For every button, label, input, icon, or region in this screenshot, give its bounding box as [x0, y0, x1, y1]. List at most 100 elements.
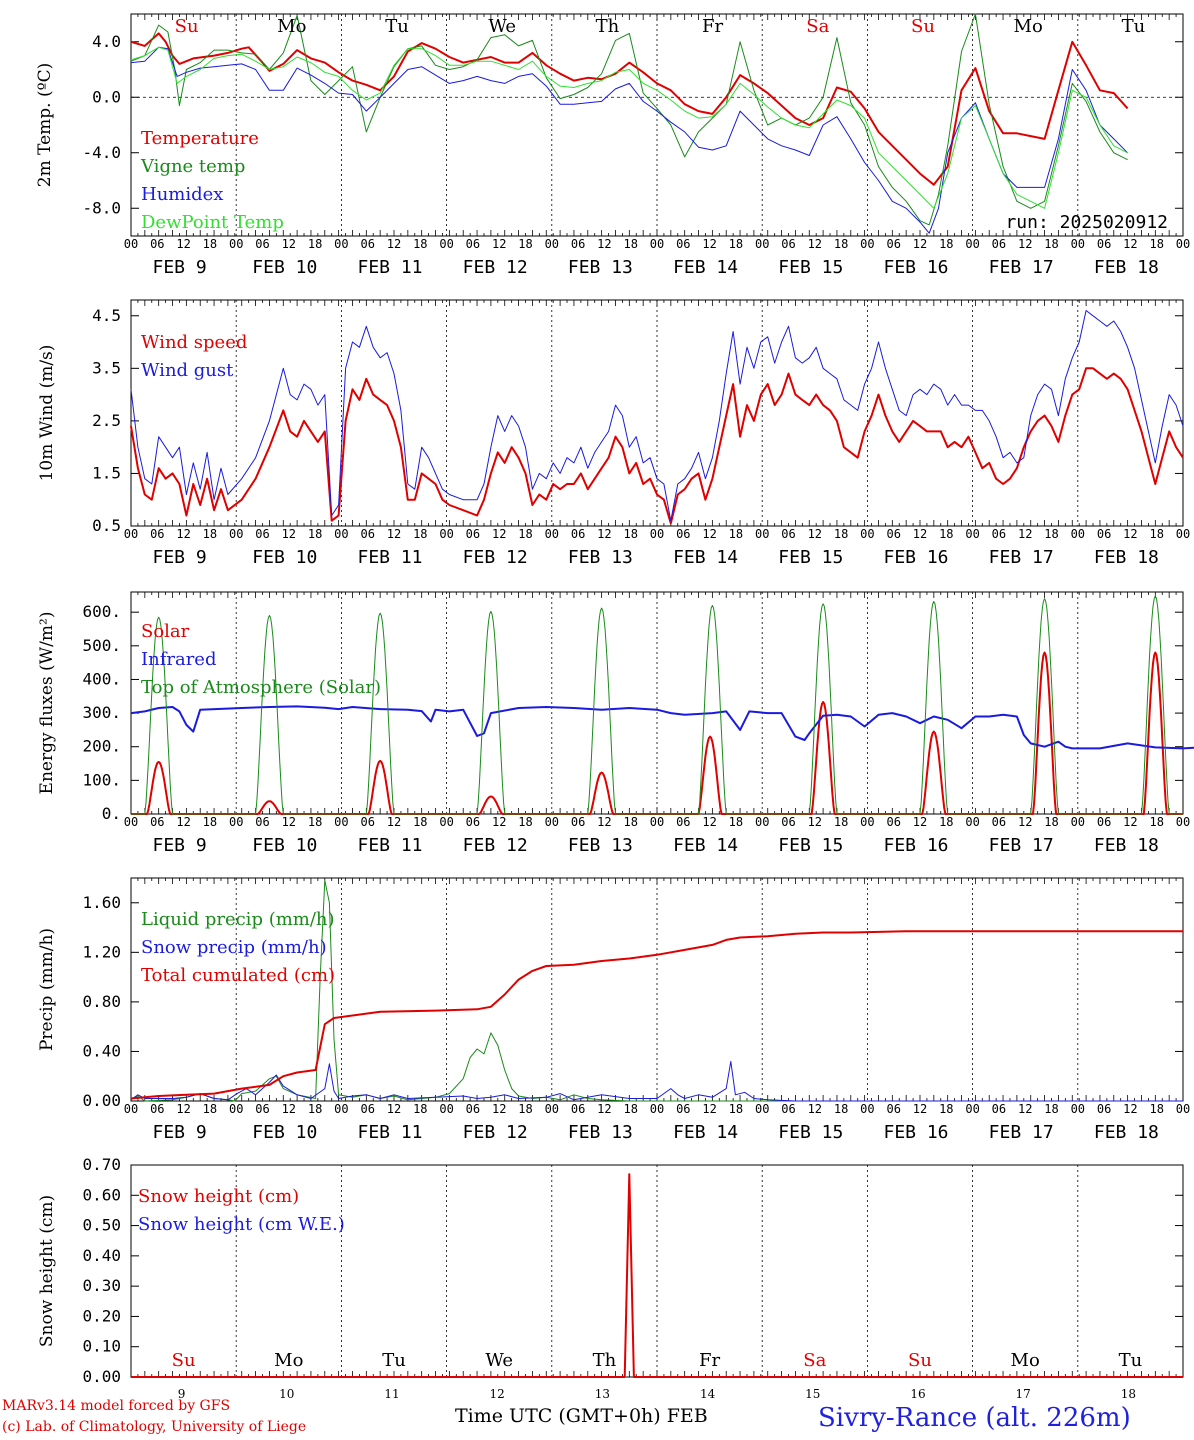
series-snow-precip-mm-h	[130, 1060, 1183, 1102]
date-label: FEB 18	[1094, 835, 1159, 856]
hour-tick-label: 06	[886, 1102, 900, 1116]
y-tick-label: 0.60	[82, 1185, 121, 1204]
hour-tick-label: 06	[1097, 237, 1111, 251]
day-number: 14	[700, 1387, 716, 1401]
y-tick-label: 0.50	[82, 1216, 121, 1235]
hour-tick-label: 00	[439, 815, 453, 829]
hour-tick-label: 18	[308, 1102, 322, 1116]
date-label: FEB 10	[252, 835, 317, 856]
hour-tick-label: 18	[308, 237, 322, 251]
hour-tick-label: 00	[439, 237, 453, 251]
hour-tick-label: 12	[702, 1102, 716, 1116]
hour-tick-label: 00	[545, 815, 559, 829]
legend-entry: Vigne temp	[140, 156, 245, 177]
hour-tick-label: 12	[702, 527, 716, 541]
hour-tick-label: 00	[965, 527, 979, 541]
hour-tick-label: 00	[439, 527, 453, 541]
y-tick-label: 0.30	[82, 1276, 121, 1295]
weekday-label: Fr	[699, 1350, 720, 1371]
hour-tick-label: 12	[1018, 815, 1032, 829]
y-tick-label: 0.40	[82, 1041, 121, 1060]
hour-tick-label: 12	[387, 527, 401, 541]
hour-tick-label: 12	[913, 1102, 927, 1116]
date-label: FEB 17	[989, 257, 1054, 278]
y-tick-label: 0.80	[82, 992, 121, 1011]
weekday-label: Su	[175, 16, 199, 37]
weekday-label: Mo	[274, 1350, 303, 1371]
hour-tick-label: 12	[702, 237, 716, 251]
weekday-label: Su	[911, 16, 935, 37]
hour-tick-label: 06	[571, 527, 585, 541]
hour-tick-label: 00	[965, 237, 979, 251]
date-label: FEB 12	[463, 1122, 528, 1143]
weekday-label: Tu	[1119, 1350, 1143, 1371]
date-label: FEB 17	[989, 1122, 1054, 1143]
day-number: 13	[595, 1387, 610, 1401]
date-label: FEB 16	[883, 257, 948, 278]
hour-tick-label: 06	[781, 1102, 795, 1116]
hour-tick-label: 00	[1176, 527, 1190, 541]
hour-tick-label: 06	[992, 527, 1006, 541]
y-axis-label: 2m Temp. (ºC)	[35, 63, 55, 188]
date-label: FEB 9	[153, 835, 207, 856]
hour-tick-label: 00	[860, 815, 874, 829]
weekday-label: Sa	[803, 1350, 826, 1371]
y-tick-label: 600.	[82, 602, 121, 621]
weekday-label: Tu	[1122, 16, 1146, 37]
hour-tick-label: 18	[1044, 237, 1058, 251]
date-label: FEB 9	[153, 547, 207, 568]
hour-tick-label: 12	[1018, 1102, 1032, 1116]
hour-tick-label: 06	[150, 527, 164, 541]
hour-tick-label: 00	[1176, 815, 1190, 829]
hour-tick-label: 00	[1071, 1102, 1085, 1116]
hour-tick-label: 12	[492, 1102, 506, 1116]
date-label: FEB 17	[989, 547, 1054, 568]
y-axis-label: 10m Wind (m/s)	[37, 345, 57, 482]
y-tick-label: 0.00	[82, 1091, 121, 1110]
weekday-label: Mo	[277, 16, 306, 37]
date-label: FEB 12	[463, 257, 528, 278]
hour-tick-label: 12	[282, 1102, 296, 1116]
weekday-label: Th	[596, 16, 620, 37]
hour-tick-label: 18	[1044, 815, 1058, 829]
hour-tick-label: 00	[965, 1102, 979, 1116]
hour-tick-label: 00	[124, 1102, 138, 1116]
series-infrared	[130, 705, 1194, 750]
hour-tick-label: 06	[255, 815, 269, 829]
date-label: FEB 13	[568, 547, 633, 568]
hour-tick-label: 06	[886, 527, 900, 541]
y-tick-label: 0.	[102, 804, 121, 823]
y-axis-label: Snow height (cm)	[37, 1195, 57, 1347]
y-tick-label: -4.0	[82, 143, 121, 162]
hour-tick-label: 18	[518, 1102, 532, 1116]
hour-tick-label: 00	[650, 815, 664, 829]
legend-entry: Solar	[141, 621, 190, 642]
date-label: FEB 16	[883, 547, 948, 568]
date-label: FEB 11	[357, 257, 422, 278]
legend-entry: Temperature	[141, 128, 259, 149]
hour-tick-label: 00	[965, 815, 979, 829]
hour-tick-label: 12	[1123, 1102, 1137, 1116]
hour-tick-label: 06	[992, 1102, 1006, 1116]
hour-tick-label: 18	[623, 527, 637, 541]
hour-tick-label: 18	[729, 1102, 743, 1116]
hour-tick-label: 06	[886, 815, 900, 829]
y-tick-label: 3.5	[92, 358, 121, 377]
hour-tick-label: 00	[650, 1102, 664, 1116]
hour-tick-label: 06	[676, 1102, 690, 1116]
hour-tick-label: 12	[387, 1102, 401, 1116]
model-credit: MARv3.14 model forced by GFS	[2, 1398, 231, 1414]
hour-tick-label: 18	[413, 527, 427, 541]
hour-tick-label: 18	[834, 527, 848, 541]
date-label: FEB 18	[1094, 257, 1159, 278]
hour-tick-label: 18	[834, 815, 848, 829]
hour-tick-label: 06	[886, 237, 900, 251]
weekday-label: Sa	[806, 16, 829, 37]
hour-tick-label: 06	[676, 527, 690, 541]
hour-tick-label: 18	[1044, 1102, 1058, 1116]
hour-tick-label: 18	[413, 237, 427, 251]
hour-tick-label: 18	[1149, 1102, 1163, 1116]
y-tick-label: 0.00	[82, 1367, 121, 1386]
hour-tick-label: 12	[808, 527, 822, 541]
weekday-label: Tu	[382, 1350, 406, 1371]
